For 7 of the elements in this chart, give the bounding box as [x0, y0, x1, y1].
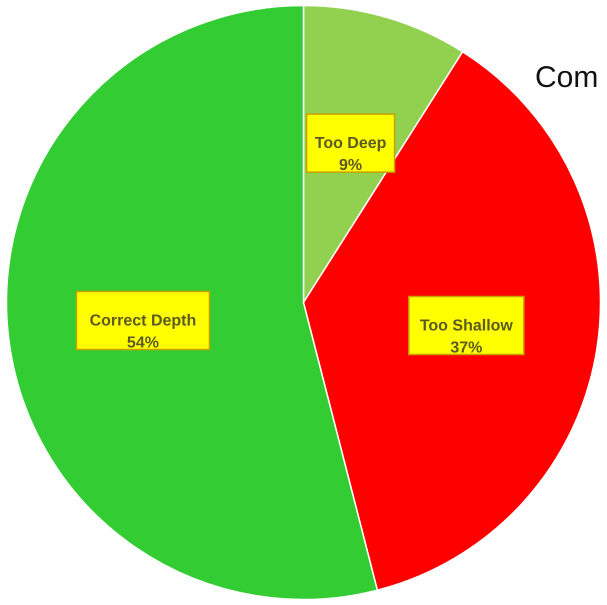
- slice-label: Too Shallow: [420, 318, 514, 335]
- slice-label: Too Deep: [314, 135, 387, 152]
- data-label: 9%: [339, 157, 362, 174]
- data-label: 37%: [450, 340, 482, 357]
- slice-label: Correct Depth: [90, 312, 196, 330]
- data-label: 54%: [126, 334, 159, 352]
- text: Com: [535, 61, 598, 94]
